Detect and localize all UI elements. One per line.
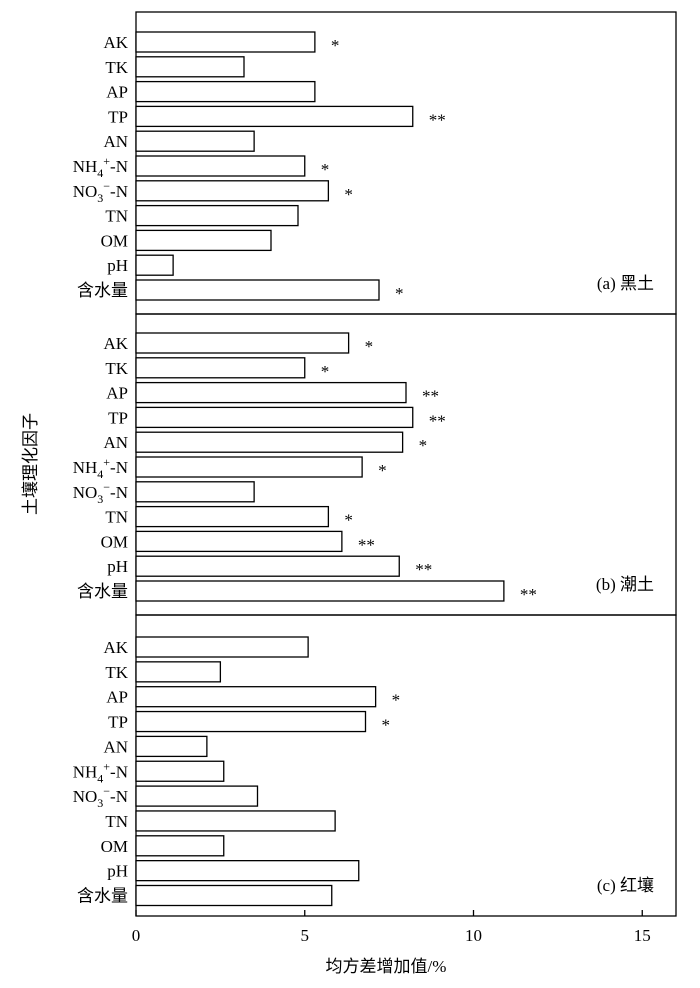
- category-label-om: OM: [101, 532, 128, 551]
- significance-mark: **: [422, 387, 439, 406]
- panel-1: AK * TK AP TP ** AN NH4+-N * NO3−-N * TN OM pH 含水量 * (a)…: [73, 11, 677, 315]
- panel-2: AK * TK * AP ** TP ** AN * NH4+-N * NO3−-N TN * OM ** pH *…: [73, 313, 677, 616]
- bar-om: [135, 835, 225, 857]
- bar-no3-n: [135, 180, 330, 202]
- significance-mark: *: [344, 511, 353, 530]
- x-axis: 0 5 10 15: [132, 910, 651, 945]
- category-label-tn: TN: [105, 508, 128, 527]
- category-label-no3-n: NO3−-N: [73, 784, 128, 810]
- x-tick-label: 5: [301, 926, 310, 945]
- significance-mark: **: [429, 110, 446, 129]
- category-label-an: AN: [103, 433, 128, 452]
- bar-ap: [135, 80, 316, 103]
- bar-tp: [135, 406, 414, 429]
- category-label-ap: AP: [106, 384, 128, 403]
- bar-tp: [135, 105, 414, 128]
- x-tick-label: 15: [634, 926, 651, 945]
- bar-no3-n: [135, 785, 259, 807]
- significance-mark: *: [382, 716, 391, 735]
- bar-tk: [135, 661, 222, 683]
- bar-ap: [135, 381, 407, 404]
- category-label-tp: TP: [108, 713, 128, 732]
- significance-mark: *: [331, 36, 340, 55]
- bar-an: [135, 735, 208, 758]
- significance-mark: *: [392, 691, 401, 710]
- significance-mark: *: [365, 337, 374, 356]
- category-label-ph: pH: [107, 862, 128, 881]
- bar-tp: [135, 710, 367, 733]
- category-label-tn: TN: [105, 812, 128, 831]
- category-label-tp: TP: [108, 408, 128, 427]
- bar-nh4-n: [135, 760, 225, 782]
- significance-mark: *: [395, 284, 404, 303]
- x-tick-label: 10: [465, 926, 482, 945]
- bar-nh4-n: [135, 456, 363, 478]
- category-label-ph: pH: [107, 557, 128, 576]
- bar-an: [135, 431, 404, 453]
- category-label-ak: AK: [103, 33, 128, 52]
- category-label-ak: AK: [103, 638, 128, 657]
- significance-mark: **: [358, 535, 375, 554]
- significance-mark: *: [378, 461, 387, 480]
- category-label-moisture: 含水量: [77, 281, 128, 300]
- category-label-om: OM: [101, 837, 128, 856]
- bar-om: [135, 530, 343, 553]
- category-label-ak: AK: [103, 334, 128, 353]
- panel-label: (a) 黑土: [597, 274, 654, 293]
- category-label-moisture: 含水量: [77, 887, 128, 906]
- bar-ak: [135, 31, 316, 53]
- significance-mark: *: [344, 185, 353, 204]
- category-label-moisture: 含水量: [77, 582, 128, 601]
- significance-mark: **: [415, 560, 432, 579]
- category-label-nh4-n: NH4+-N: [73, 154, 128, 180]
- category-label-an: AN: [103, 132, 128, 151]
- category-label-tk: TK: [105, 663, 128, 682]
- category-label-tk: TK: [105, 58, 128, 77]
- panel-label: (b) 潮土: [596, 575, 654, 594]
- category-label-tk: TK: [105, 359, 128, 378]
- category-label-nh4-n: NH4+-N: [73, 759, 128, 785]
- bar-tn: [135, 505, 330, 528]
- bar-moisture: [135, 884, 333, 907]
- bar-tn: [135, 204, 299, 227]
- bar-ap: [135, 686, 377, 708]
- significance-mark: **: [520, 585, 537, 604]
- bar-moisture: [135, 580, 505, 602]
- bar-nh4-n: [135, 155, 306, 177]
- category-label-no3-n: NO3−-N: [73, 480, 128, 506]
- bar-tn: [135, 810, 336, 832]
- significance-mark: **: [429, 411, 446, 430]
- significance-mark: *: [419, 436, 428, 455]
- significance-mark: *: [321, 362, 330, 381]
- bar-tk: [135, 56, 245, 78]
- x-axis-title: 均方差增加值/%: [326, 957, 447, 976]
- category-label-ap: AP: [106, 83, 128, 102]
- category-label-ph: pH: [107, 256, 128, 275]
- bar-ph: [135, 860, 360, 882]
- category-label-an: AN: [103, 737, 128, 756]
- y-axis-title: 土壤理化因子: [20, 413, 40, 515]
- bar-an: [135, 130, 255, 152]
- bar-om: [135, 229, 272, 252]
- bar-ph: [135, 555, 400, 577]
- category-label-nh4-n: NH4+-N: [73, 455, 128, 481]
- bar-ak: [135, 332, 350, 354]
- category-label-no3-n: NO3−-N: [73, 179, 128, 205]
- bar-no3-n: [135, 481, 255, 503]
- bar-moisture: [135, 279, 380, 301]
- category-label-tn: TN: [105, 207, 128, 226]
- bar-ak: [135, 636, 309, 658]
- category-label-om: OM: [101, 231, 128, 250]
- bar-ph: [135, 254, 174, 276]
- category-label-tp: TP: [108, 107, 128, 126]
- bar-tk: [135, 357, 306, 379]
- x-tick-label: 0: [132, 926, 141, 945]
- significance-mark: *: [321, 160, 330, 179]
- category-label-ap: AP: [106, 688, 128, 707]
- panel-label: (c) 红壤: [597, 875, 654, 895]
